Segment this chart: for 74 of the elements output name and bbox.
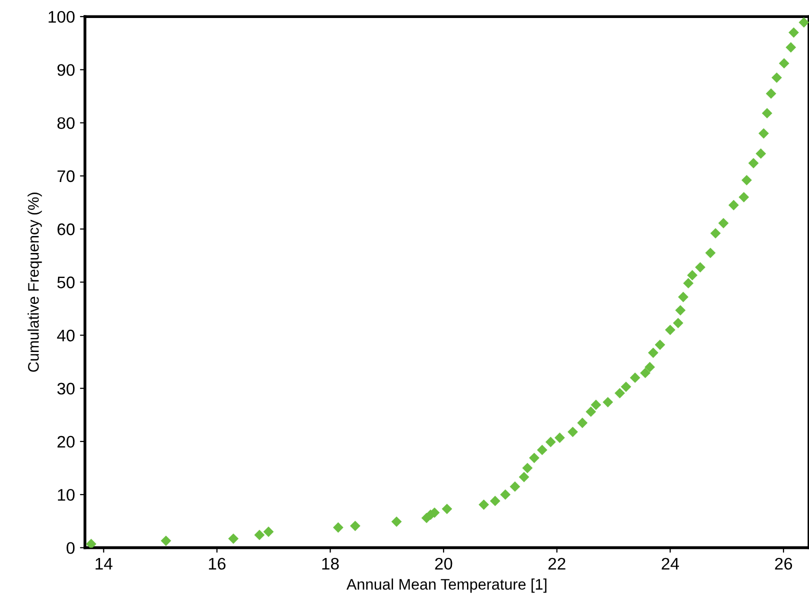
- point: [766, 88, 776, 99]
- point: [478, 499, 489, 510]
- y-tick-label: 10: [58, 488, 75, 501]
- point: [614, 388, 625, 398]
- x-tick-label: 18: [322, 558, 339, 570]
- y-axis-title: Cumulative Frequency (%): [28, 192, 42, 372]
- x-tick-label: 22: [548, 558, 566, 570]
- point: [640, 368, 650, 378]
- point: [577, 418, 588, 428]
- y-tick-label: 90: [57, 64, 75, 76]
- x-tick-label: 14: [96, 558, 112, 570]
- point: [654, 340, 666, 350]
- point: [798, 17, 809, 28]
- point: [333, 522, 344, 533]
- y-tick-label: 80: [57, 117, 75, 130]
- point: [786, 42, 796, 53]
- point: [644, 362, 655, 372]
- point: [672, 318, 684, 328]
- point: [160, 536, 172, 546]
- y-tick-label: 100: [48, 10, 75, 23]
- point: [695, 262, 706, 272]
- point: [620, 382, 632, 392]
- point: [86, 538, 96, 548]
- point: [788, 27, 799, 38]
- point: [710, 228, 721, 238]
- point: [263, 526, 274, 537]
- y-tick-label: 0: [66, 542, 75, 554]
- point: [741, 174, 752, 186]
- point: [675, 305, 686, 316]
- point: [728, 200, 739, 210]
- x-tick-label: 20: [435, 558, 452, 570]
- point: [568, 426, 578, 438]
- y-tick-label: 50: [57, 276, 75, 288]
- point: [678, 292, 688, 302]
- point: [778, 58, 790, 69]
- x-axis-title: Annual Mean Temperature [1]: [346, 578, 546, 593]
- x-tick-label: 16: [208, 558, 226, 570]
- point: [350, 520, 360, 532]
- point: [748, 158, 759, 168]
- point: [536, 444, 548, 456]
- point: [490, 496, 500, 506]
- point: [602, 396, 614, 408]
- point: [648, 348, 658, 358]
- point: [590, 400, 602, 410]
- y-tick-label: 70: [58, 170, 75, 182]
- point: [756, 148, 766, 159]
- point: [442, 504, 452, 514]
- x-tick-label: 26: [775, 558, 792, 570]
- y-tick-label: 20: [58, 436, 75, 448]
- point: [630, 372, 640, 383]
- y-tick-label: 60: [58, 223, 75, 236]
- y-tick-label: 40: [57, 330, 75, 342]
- point: [586, 406, 596, 417]
- point: [758, 128, 769, 139]
- point: [510, 481, 520, 492]
- point: [762, 108, 772, 118]
- point: [683, 278, 694, 288]
- point: [738, 192, 750, 202]
- point: [554, 432, 565, 443]
- point: [545, 436, 556, 448]
- point: [705, 248, 716, 258]
- point: [718, 218, 729, 228]
- y-tick-label: 30: [57, 382, 75, 395]
- point: [228, 533, 239, 544]
- point: [500, 489, 511, 500]
- point: [391, 516, 402, 527]
- point: [665, 324, 676, 336]
- point: [687, 270, 698, 280]
- point: [518, 472, 530, 482]
- x-tick-label: 24: [662, 558, 679, 570]
- point: [522, 462, 533, 474]
- point: [772, 72, 782, 83]
- point: [254, 530, 265, 540]
- point: [529, 452, 540, 464]
